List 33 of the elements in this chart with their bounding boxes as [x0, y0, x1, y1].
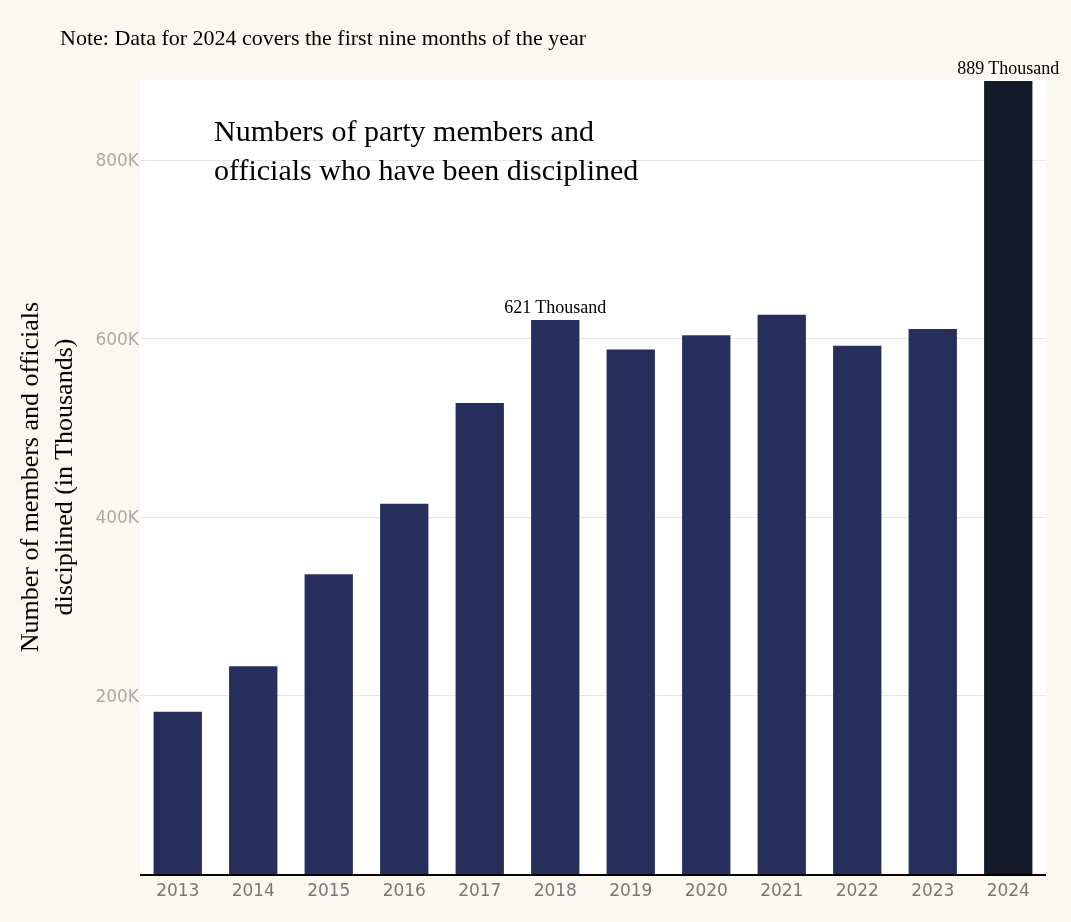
bar [606, 349, 655, 874]
x-tick-label: 2013 [156, 880, 200, 901]
x-tick-label: 2020 [684, 880, 728, 901]
data-label: 889 Thousand [957, 57, 1060, 78]
x-tick-label: 2022 [835, 880, 879, 901]
x-tick-label: 2015 [307, 880, 351, 901]
bar [380, 503, 429, 874]
y-axis-title: Number of members and officials disciplined (in Thousands) [14, 301, 78, 653]
x-tick-label: 2016 [382, 880, 426, 901]
y-tick-label: 400K [95, 507, 140, 528]
x-tick-label: 2017 [458, 880, 502, 901]
y-tick-label: 600K [95, 328, 140, 349]
x-tick-label: 2014 [231, 880, 275, 901]
x-tick-label: 2019 [609, 880, 653, 901]
x-tick-label: 2018 [533, 880, 577, 901]
bar [304, 574, 353, 874]
text: Numbers of party members and officials who have been disciplined [214, 114, 639, 186]
y-tick-label: 200K [95, 685, 140, 706]
bar [153, 711, 202, 874]
text: Note: Data for 2024 covers the first nine months of the year [60, 25, 587, 50]
bar [757, 314, 806, 874]
x-tick-label: 2023 [911, 880, 955, 901]
x-tick-label: 2024 [986, 880, 1030, 901]
y-tick-label: 800K [95, 150, 140, 171]
bar [984, 80, 1033, 874]
bar [531, 319, 580, 874]
bar [455, 402, 504, 874]
bar [682, 335, 731, 874]
data-label: 621 Thousand [504, 296, 607, 317]
x-tick-label: 2021 [760, 880, 804, 901]
bar [229, 666, 278, 874]
bar [908, 328, 957, 874]
bar [833, 345, 882, 874]
